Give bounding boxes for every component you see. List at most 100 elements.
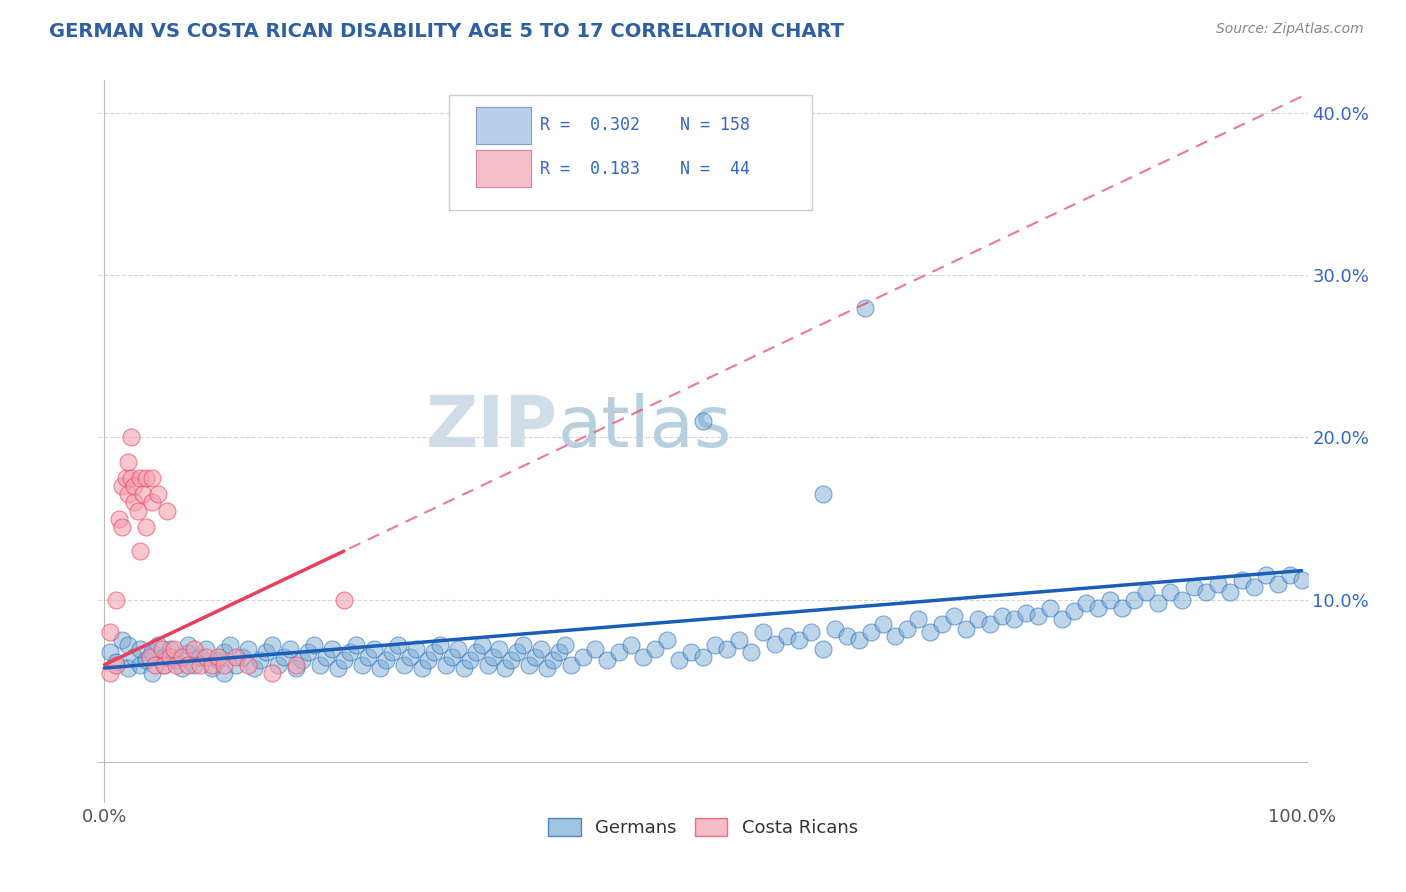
Point (159, 649, 181, 664)
Point (434, 657, 457, 672)
Point (464, 645, 486, 659)
Text: R =  0.302    N = 158: R = 0.302 N = 158 (540, 116, 749, 134)
Point (631, 649, 654, 664)
Point (704, 638, 727, 652)
Point (755, 186, 778, 201)
Point (117, 661, 139, 675)
Point (207, 653, 229, 667)
Point (883, 629, 905, 643)
Point (111, 520, 134, 534)
Point (482, 649, 505, 664)
Point (139, 649, 162, 664)
Point (141, 645, 163, 659)
Point (339, 645, 361, 659)
Point (124, 495, 146, 509)
Point (163, 641, 186, 656)
Point (321, 641, 343, 656)
Point (148, 638, 170, 652)
Point (100, 665, 122, 680)
Point (135, 653, 157, 667)
Point (548, 645, 571, 659)
Point (583, 641, 606, 656)
Point (212, 645, 235, 659)
Point (381, 645, 404, 659)
Point (543, 653, 565, 667)
Point (284, 657, 307, 672)
Point (195, 641, 218, 656)
Point (692, 414, 714, 428)
Point (231, 649, 253, 664)
Point (572, 649, 595, 664)
Point (458, 653, 481, 667)
Point (129, 641, 152, 656)
Point (763, 637, 786, 651)
Point (188, 657, 211, 672)
Point (153, 657, 176, 672)
Point (979, 617, 1001, 632)
Point (156, 503, 179, 517)
Point (398, 649, 420, 664)
Point (453, 661, 475, 675)
Point (495, 661, 517, 675)
Point (374, 653, 396, 667)
Point (787, 633, 810, 648)
Point (501, 653, 523, 667)
Point (260, 665, 283, 680)
Point (135, 520, 157, 534)
Point (243, 661, 266, 675)
Point (105, 655, 128, 669)
Point (1050, 612, 1073, 626)
Text: Source: ZipAtlas.com: Source: ZipAtlas.com (1216, 22, 1364, 37)
FancyBboxPatch shape (475, 107, 531, 144)
Point (519, 657, 541, 672)
Point (260, 638, 283, 652)
Point (1206, 576, 1229, 591)
Point (183, 641, 205, 656)
Point (212, 657, 235, 672)
Point (943, 609, 966, 624)
Point (201, 657, 224, 672)
Point (267, 657, 290, 672)
Point (225, 657, 247, 672)
Point (357, 649, 380, 664)
Point (716, 641, 738, 656)
Point (111, 479, 134, 493)
Point (117, 455, 139, 469)
Point (344, 638, 367, 652)
Point (967, 612, 990, 626)
Point (105, 657, 128, 672)
Point (100, 645, 122, 659)
Point (129, 544, 152, 558)
Point (554, 638, 576, 652)
Point (172, 661, 194, 675)
Point (1026, 609, 1049, 624)
Point (1063, 604, 1085, 618)
Point (470, 638, 492, 652)
Point (188, 649, 211, 664)
Point (644, 641, 666, 656)
Point (1254, 568, 1277, 582)
Point (236, 657, 259, 672)
Point (1291, 574, 1313, 588)
Point (1099, 592, 1122, 607)
Point (153, 649, 176, 664)
Point (1267, 576, 1289, 591)
Point (488, 641, 510, 656)
Point (124, 479, 146, 493)
Point (1230, 574, 1253, 588)
Point (811, 487, 834, 501)
Point (1219, 584, 1241, 599)
Point (141, 495, 163, 509)
Point (117, 487, 139, 501)
Point (1002, 612, 1025, 626)
Point (440, 649, 463, 664)
Point (1159, 584, 1181, 599)
FancyBboxPatch shape (449, 95, 811, 211)
Point (776, 629, 799, 643)
Point (111, 633, 134, 648)
Point (143, 657, 166, 672)
Point (315, 649, 337, 664)
Point (800, 625, 823, 640)
Point (236, 641, 259, 656)
Point (848, 633, 870, 648)
